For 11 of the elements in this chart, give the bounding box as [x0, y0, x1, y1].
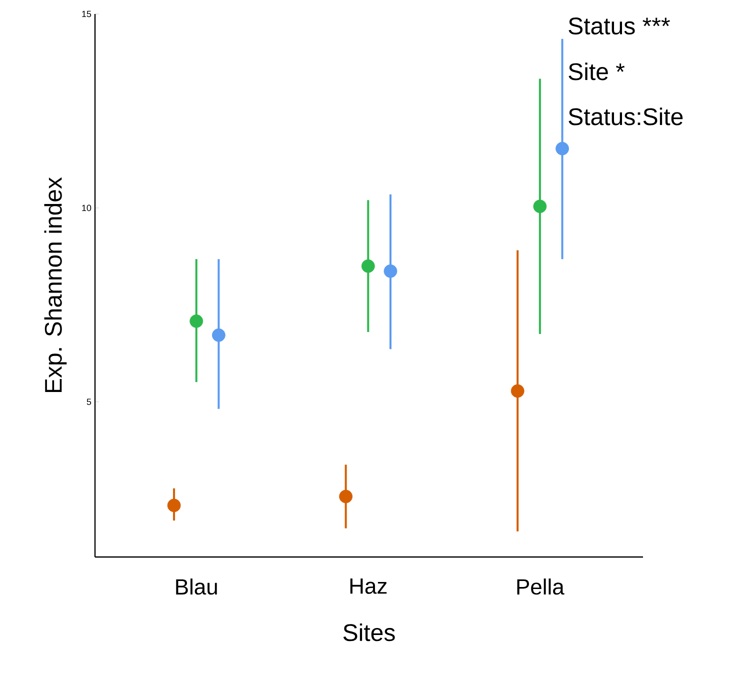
annotation: Status *** — [568, 18, 670, 35]
x-tick-label: Blau — [176, 578, 217, 595]
annotation: Status:Site — [568, 108, 683, 126]
y-tick-label: 15 — [82, 10, 92, 18]
x-axis-title: Sites — [343, 624, 395, 642]
y-tick-label: 10 — [82, 204, 92, 212]
y-tick-label: 5 — [86, 398, 92, 405]
x-tick-label: Pella — [517, 578, 564, 595]
annotation: Site * — [568, 62, 625, 80]
x-tick-label: Haz — [350, 578, 387, 594]
y-axis-title: Exp. Shannon index — [44, 177, 67, 392]
